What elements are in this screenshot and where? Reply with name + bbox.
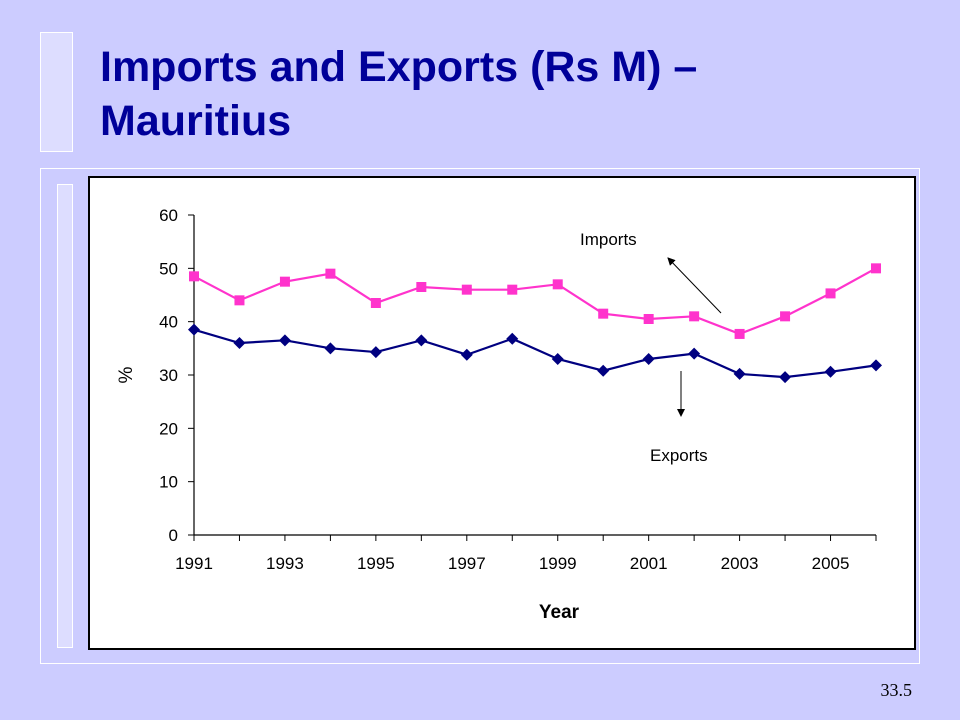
annotation-imports-label: Imports	[580, 230, 637, 249]
data-point-exports	[597, 364, 610, 377]
data-point-imports	[189, 271, 199, 282]
y-axis-label: %	[116, 366, 137, 383]
data-point-imports	[234, 295, 245, 306]
data-point-imports	[643, 314, 654, 324]
data-point-exports	[233, 337, 246, 349]
data-point-exports	[506, 332, 519, 345]
data-point-exports	[688, 347, 701, 360]
data-point-exports	[369, 346, 382, 359]
x-tick-label: 1993	[266, 554, 304, 573]
x-tick-label: 1995	[357, 554, 395, 573]
data-point-imports	[461, 284, 472, 295]
line-chart: 0 10 20 30 40 50 60 1991 1993 1995 1997 1999 2001 200…	[116, 206, 882, 623]
data-point-exports	[779, 371, 792, 384]
data-point-imports	[871, 263, 881, 274]
chart-annotations: Imports Exports	[580, 230, 722, 465]
x-tick-label: 1991	[175, 554, 213, 573]
data-point-imports	[598, 308, 609, 319]
y-tick-label: 60	[159, 206, 178, 225]
data-point-exports	[551, 353, 564, 365]
data-point-imports	[689, 311, 700, 322]
page-number: 33.5	[880, 680, 913, 700]
x-tick-label: 1997	[448, 554, 486, 573]
data-point-imports	[279, 276, 290, 287]
y-tick-label: 40	[159, 313, 178, 332]
data-point-exports	[733, 367, 746, 380]
data-point-exports	[642, 353, 655, 365]
data-point-imports	[370, 298, 381, 308]
data-point-exports	[188, 323, 200, 336]
chart-axes: 0 10 20 30 40 50 60 1991 1993 1995 1997 1999 2001 200…	[159, 206, 877, 573]
chart-series	[188, 263, 882, 384]
series-line-imports	[193, 267, 877, 336]
annotation-exports-label: Exports	[650, 446, 708, 465]
data-point-imports	[507, 284, 518, 295]
y-tick-label: 0	[169, 526, 178, 545]
content-frame	[40, 168, 920, 664]
x-tick-label: 2005	[812, 554, 850, 573]
y-tick-label: 20	[159, 419, 178, 438]
data-point-imports	[325, 268, 336, 279]
y-tick-label: 30	[159, 366, 178, 385]
data-point-exports	[278, 334, 291, 347]
decorative-bar-left	[57, 184, 73, 648]
chart-area: 0 10 20 30 40 50 60 1991 1993 1995 1997 1999 2001 200…	[88, 176, 916, 650]
decorative-bar-top	[40, 32, 73, 152]
data-point-imports	[552, 279, 563, 290]
x-tick-label: 2001	[630, 554, 668, 573]
y-tick-label: 10	[159, 473, 178, 492]
x-axis-label: Year	[539, 602, 580, 623]
data-point-imports	[825, 288, 836, 299]
x-tick-label: 1999	[539, 554, 577, 573]
data-point-exports	[870, 359, 882, 372]
annotation-imports-arrow	[667, 257, 722, 314]
y-tick-label: 50	[159, 259, 178, 278]
data-point-exports	[824, 365, 837, 378]
data-point-imports	[734, 328, 745, 339]
x-tick-label: 2003	[721, 554, 759, 573]
data-point-exports	[460, 348, 473, 361]
data-point-exports	[324, 342, 337, 355]
data-point-imports	[780, 311, 791, 322]
data-point-imports	[416, 282, 427, 292]
data-point-exports	[415, 334, 428, 347]
slide-title: Imports and Exports (Rs M) – Mauritius	[100, 43, 698, 145]
series-line-exports	[193, 328, 877, 379]
